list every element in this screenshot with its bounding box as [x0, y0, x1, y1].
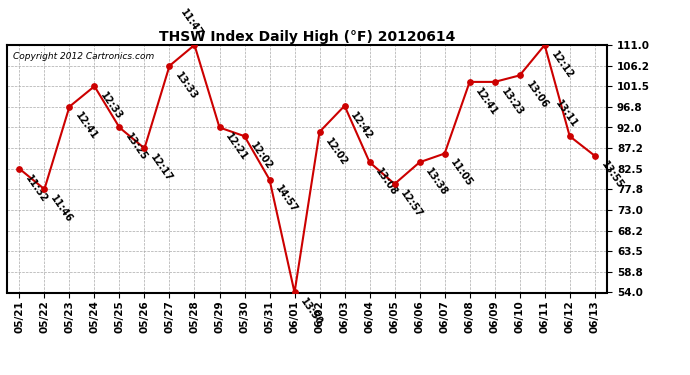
Point [164, 63, 175, 69]
Text: 11:05: 11:05 [448, 158, 475, 189]
Point [214, 124, 225, 130]
Text: 14:57: 14:57 [274, 184, 299, 215]
Point [439, 150, 450, 156]
Text: 11:47: 11:47 [178, 7, 204, 38]
Point [514, 72, 525, 78]
Text: 12:12: 12:12 [549, 49, 575, 80]
Point [264, 177, 275, 183]
Text: 12:41: 12:41 [74, 111, 99, 142]
Point [389, 181, 400, 187]
Point [589, 153, 600, 159]
Point [314, 129, 325, 135]
Point [64, 104, 75, 110]
Point [539, 42, 550, 48]
Text: 13:08: 13:08 [374, 166, 400, 198]
Point [189, 42, 200, 48]
Text: 12:57: 12:57 [399, 188, 425, 219]
Point [39, 186, 50, 192]
Point [339, 103, 350, 109]
Point [414, 159, 425, 165]
Point [489, 79, 500, 85]
Point [364, 159, 375, 165]
Text: 13:25: 13:25 [124, 132, 150, 163]
Text: 13:55: 13:55 [599, 160, 625, 191]
Point [239, 133, 250, 139]
Text: 12:02: 12:02 [324, 136, 350, 167]
Text: 12:42: 12:42 [348, 110, 375, 141]
Text: 13:23: 13:23 [499, 86, 525, 117]
Point [289, 290, 300, 296]
Text: 13:11: 13:11 [553, 98, 579, 129]
Text: 12:17: 12:17 [148, 153, 175, 184]
Text: Copyright 2012 Cartronics.com: Copyright 2012 Cartronics.com [13, 53, 154, 62]
Text: 13:50: 13:50 [299, 297, 325, 328]
Point [564, 133, 575, 139]
Point [89, 83, 100, 89]
Text: 13:38: 13:38 [424, 166, 450, 198]
Point [14, 166, 25, 172]
Point [139, 146, 150, 152]
Text: 12:02: 12:02 [248, 140, 275, 171]
Text: 13:33: 13:33 [174, 70, 199, 101]
Text: 13:06: 13:06 [524, 80, 550, 111]
Point [114, 124, 125, 130]
Text: 12:33: 12:33 [99, 90, 125, 122]
Text: 12:41: 12:41 [474, 86, 500, 117]
Title: THSW Index Daily High (°F) 20120614: THSW Index Daily High (°F) 20120614 [159, 30, 455, 44]
Point [464, 79, 475, 85]
Text: 11:32: 11:32 [23, 173, 50, 204]
Text: 12:21: 12:21 [224, 132, 250, 163]
Text: 11:46: 11:46 [48, 194, 75, 225]
